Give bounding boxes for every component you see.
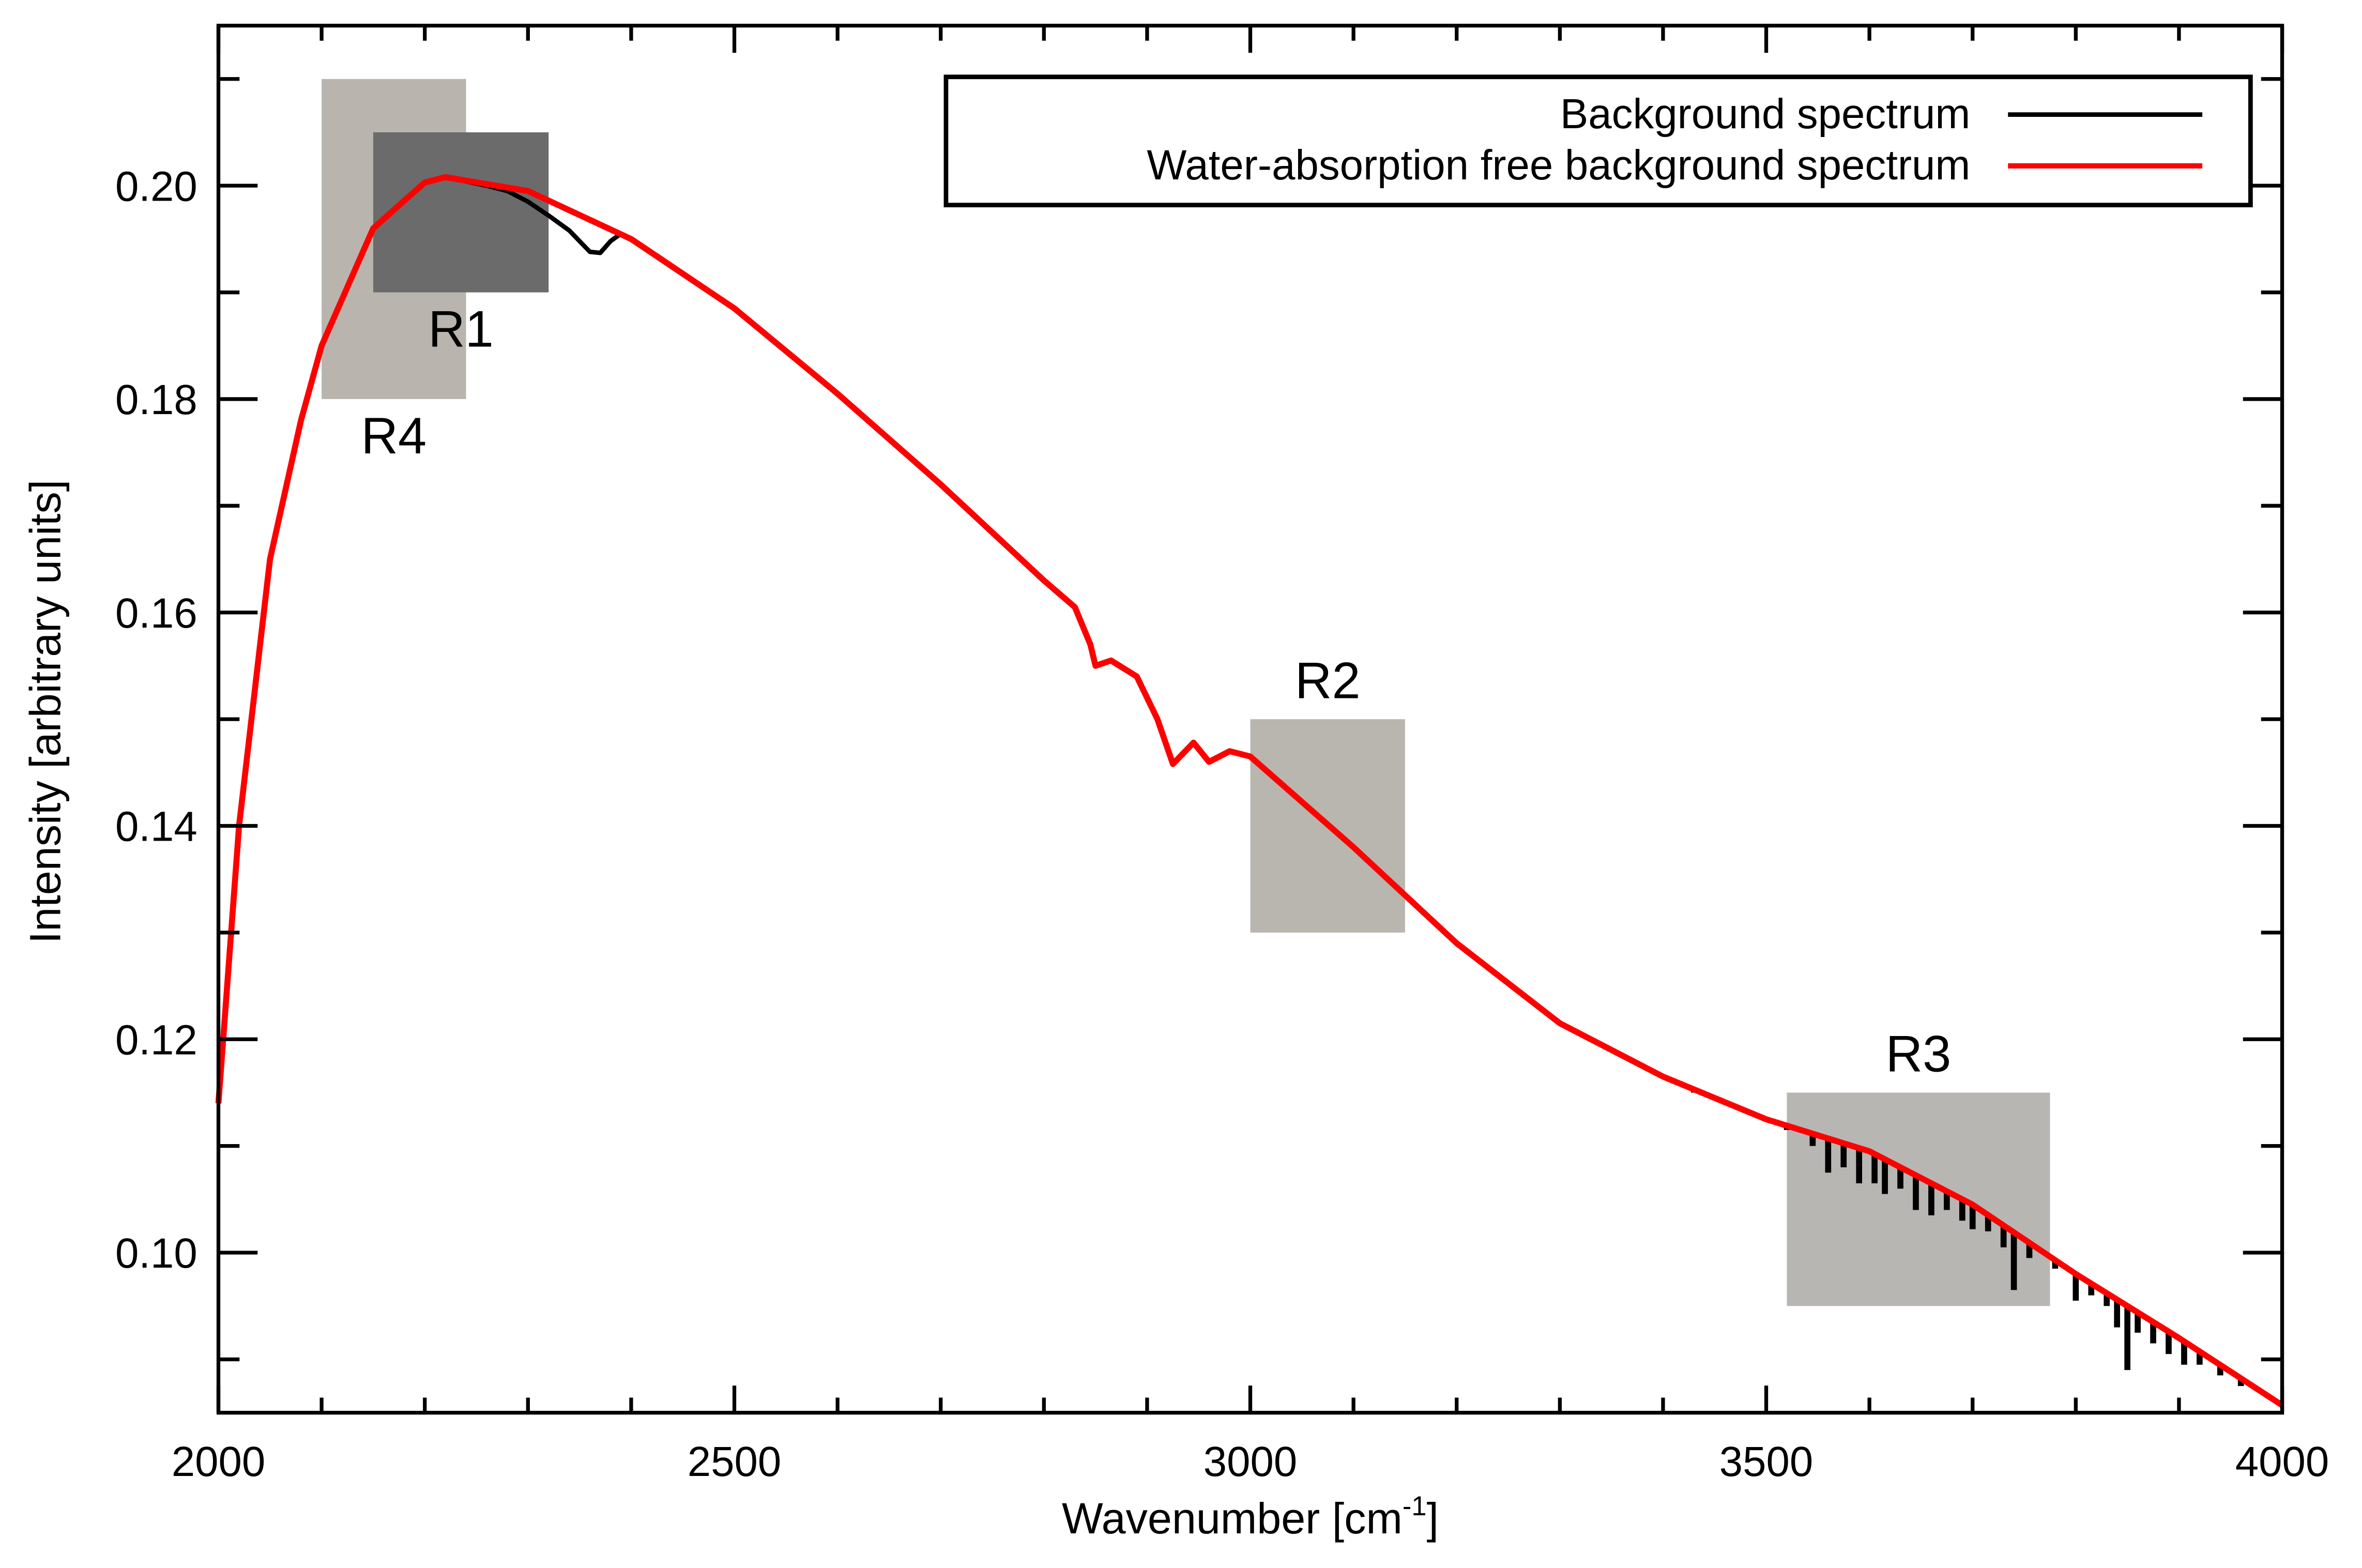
absorption-line	[1959, 1199, 1965, 1221]
absorption-line	[2166, 1331, 2172, 1354]
y-tick-label: 0.16	[115, 590, 197, 637]
absorption-line	[2181, 1341, 2187, 1365]
y-tick-label: 0.14	[115, 803, 197, 850]
y-tick-label: 0.20	[115, 163, 197, 210]
region-label-r2: R2	[1295, 652, 1361, 709]
series-water-free-spectrum	[215, 174, 2284, 1408]
absorption-line	[1897, 1167, 1903, 1189]
absorption-line	[2104, 1293, 2110, 1306]
x-tick-label: 2500	[688, 1438, 781, 1485]
axis-ticks: 2000 2500 3000 3500 4000 0.10 0.12 0.14 0.16 0.18…	[115, 25, 2329, 1485]
absorption-line	[2000, 1225, 2007, 1247]
x-tick-label: 3000	[1203, 1438, 1297, 1485]
y-tick-label: 0.18	[115, 376, 197, 423]
absorption-line	[1882, 1159, 1888, 1194]
absorption-line	[2124, 1306, 2130, 1371]
x-tick-label: 2000	[172, 1438, 265, 1485]
absorption-line	[2088, 1283, 2095, 1296]
absorption-line	[2010, 1232, 2017, 1290]
y-tick-label: 0.10	[115, 1230, 197, 1277]
absorption-line	[2052, 1260, 2059, 1269]
absorption-line	[1928, 1183, 1934, 1215]
x-tick-label: 3500	[1719, 1438, 1813, 1485]
legend-label-background: Background spectrum	[1560, 90, 1970, 138]
absorption-line	[2237, 1378, 2244, 1387]
absorption-line	[1969, 1205, 1976, 1229]
absorption-line	[2197, 1351, 2203, 1365]
y-axis-label: Intensity [arbitrary units]	[21, 480, 70, 944]
x-tick-label: 4000	[2235, 1438, 2329, 1485]
absorption-line	[2135, 1312, 2141, 1333]
x-axis-label: Wavenumber [cm-1]	[1062, 1491, 1439, 1543]
absorption-line	[1825, 1138, 1832, 1173]
region-label-r3: R3	[1886, 1026, 1952, 1083]
absorption-line	[2026, 1242, 2033, 1258]
absorption-line	[1985, 1215, 1991, 1231]
series-lines	[215, 174, 2284, 1408]
region-label-r1: R1	[428, 300, 494, 358]
absorption-line	[1809, 1133, 1816, 1146]
legend: Background spectrum Water-absorption fre…	[943, 74, 2253, 207]
region-r1	[373, 132, 549, 293]
legend-label-water-free: Water-absorption free background spectru…	[1147, 142, 1970, 189]
absorption-line	[1871, 1154, 1878, 1183]
y-tick-label: 0.12	[115, 1016, 197, 1063]
absorption-line	[1913, 1175, 1919, 1210]
absorption-line	[2150, 1322, 2156, 1344]
legend-box	[943, 74, 2253, 207]
absorption-line	[1856, 1148, 1863, 1183]
region-label-r4: R4	[361, 407, 427, 465]
absorption-line	[1840, 1143, 1847, 1167]
absorption-line	[2073, 1274, 2079, 1301]
absorption-line	[2114, 1299, 2121, 1328]
absorption-line	[2217, 1365, 2223, 1376]
absorption-line	[1944, 1191, 1950, 1210]
